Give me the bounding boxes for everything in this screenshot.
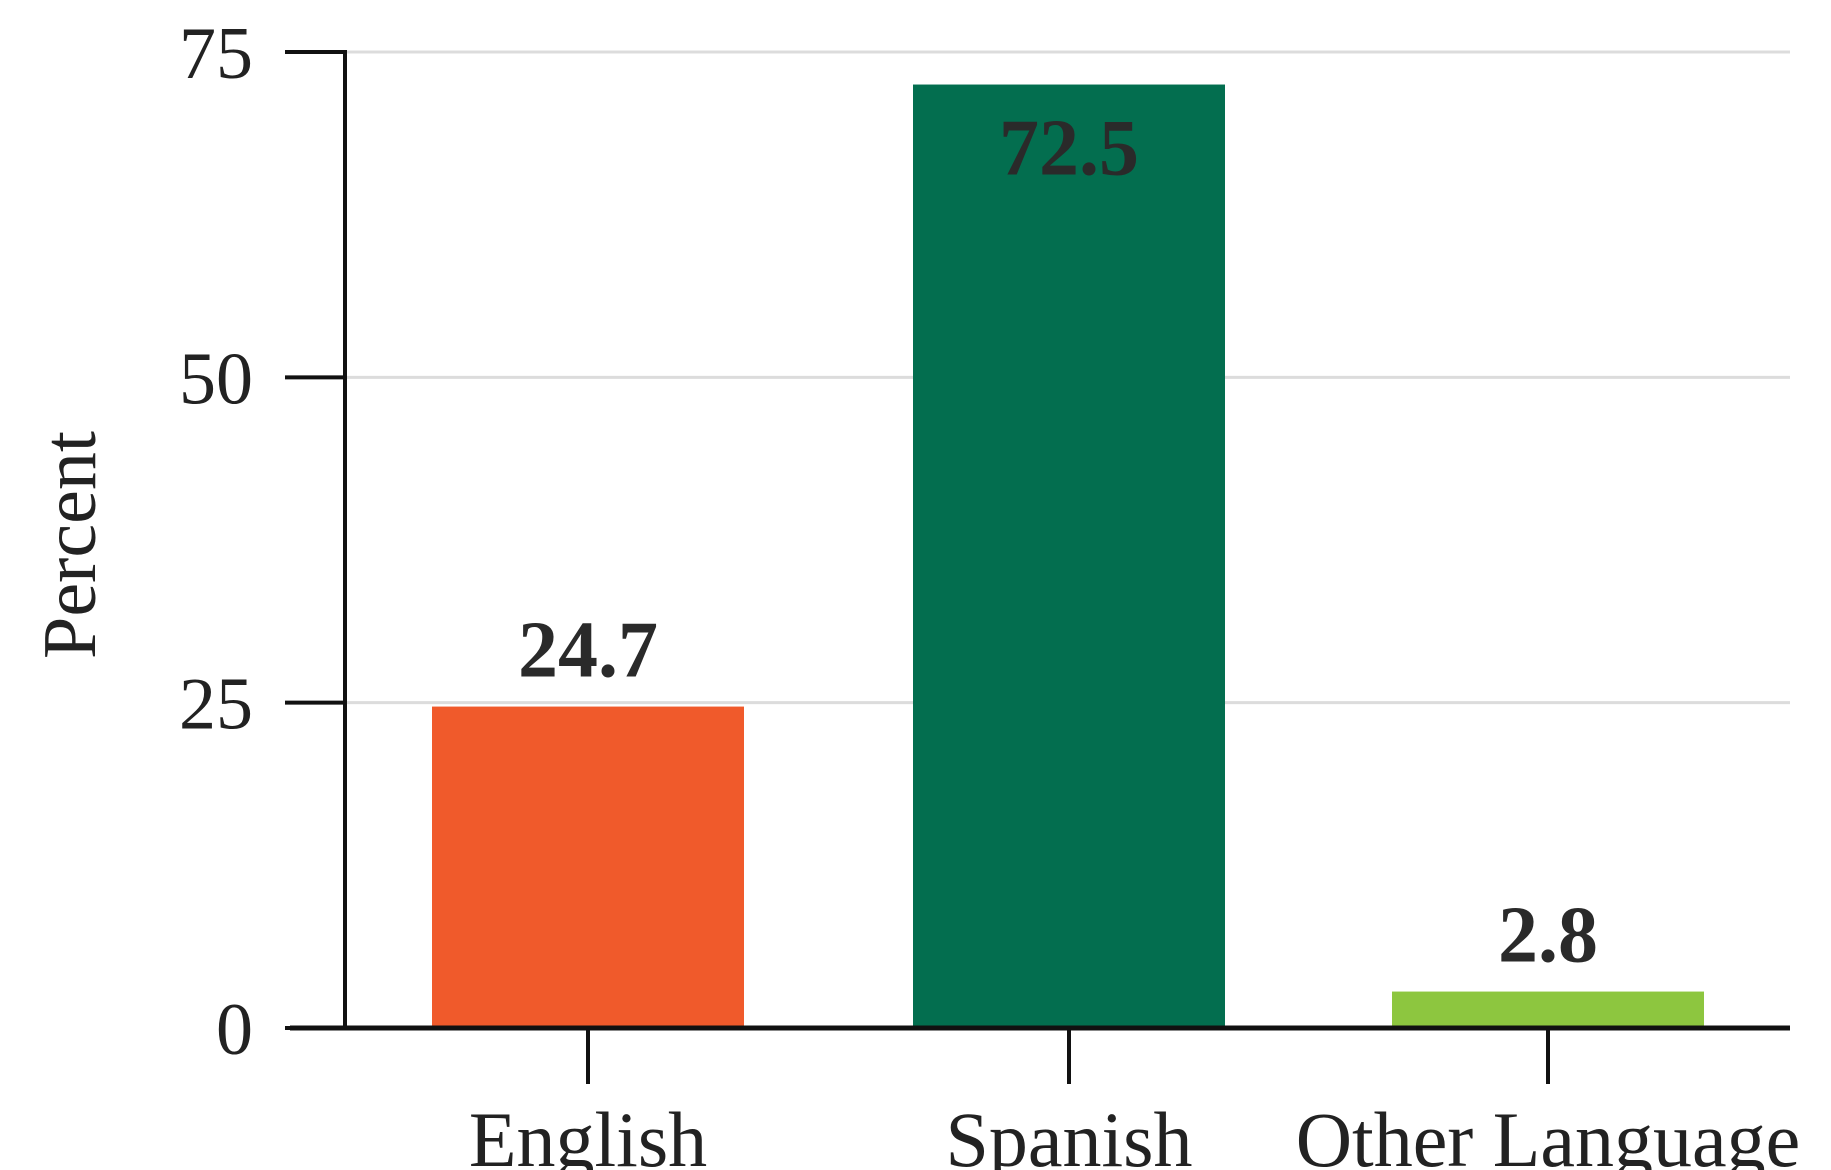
data-label: 2.8 bbox=[1498, 892, 1598, 980]
x-tick-label: Spanish bbox=[945, 1096, 1192, 1170]
x-tick-label: English bbox=[469, 1096, 707, 1170]
labels: 0 25 50 75 24.7 English 72.5 Spanish 2.8 Other La… bbox=[179, 13, 1800, 1170]
y-tick-label: 25 bbox=[179, 664, 253, 746]
y-tick-label: 75 bbox=[179, 13, 253, 95]
data-label: 24.7 bbox=[518, 607, 658, 695]
data-label: 72.5 bbox=[999, 105, 1139, 193]
x-tick-label: Other Language bbox=[1296, 1096, 1801, 1170]
bar bbox=[1392, 991, 1704, 1028]
bars bbox=[432, 84, 1704, 1029]
y-tick-label: 0 bbox=[216, 989, 253, 1071]
axes bbox=[285, 50, 1790, 1084]
y-axis-title: Percent bbox=[28, 431, 112, 659]
bar bbox=[913, 84, 1225, 1029]
y-tick-label: 50 bbox=[179, 338, 253, 420]
bar bbox=[432, 706, 744, 1028]
